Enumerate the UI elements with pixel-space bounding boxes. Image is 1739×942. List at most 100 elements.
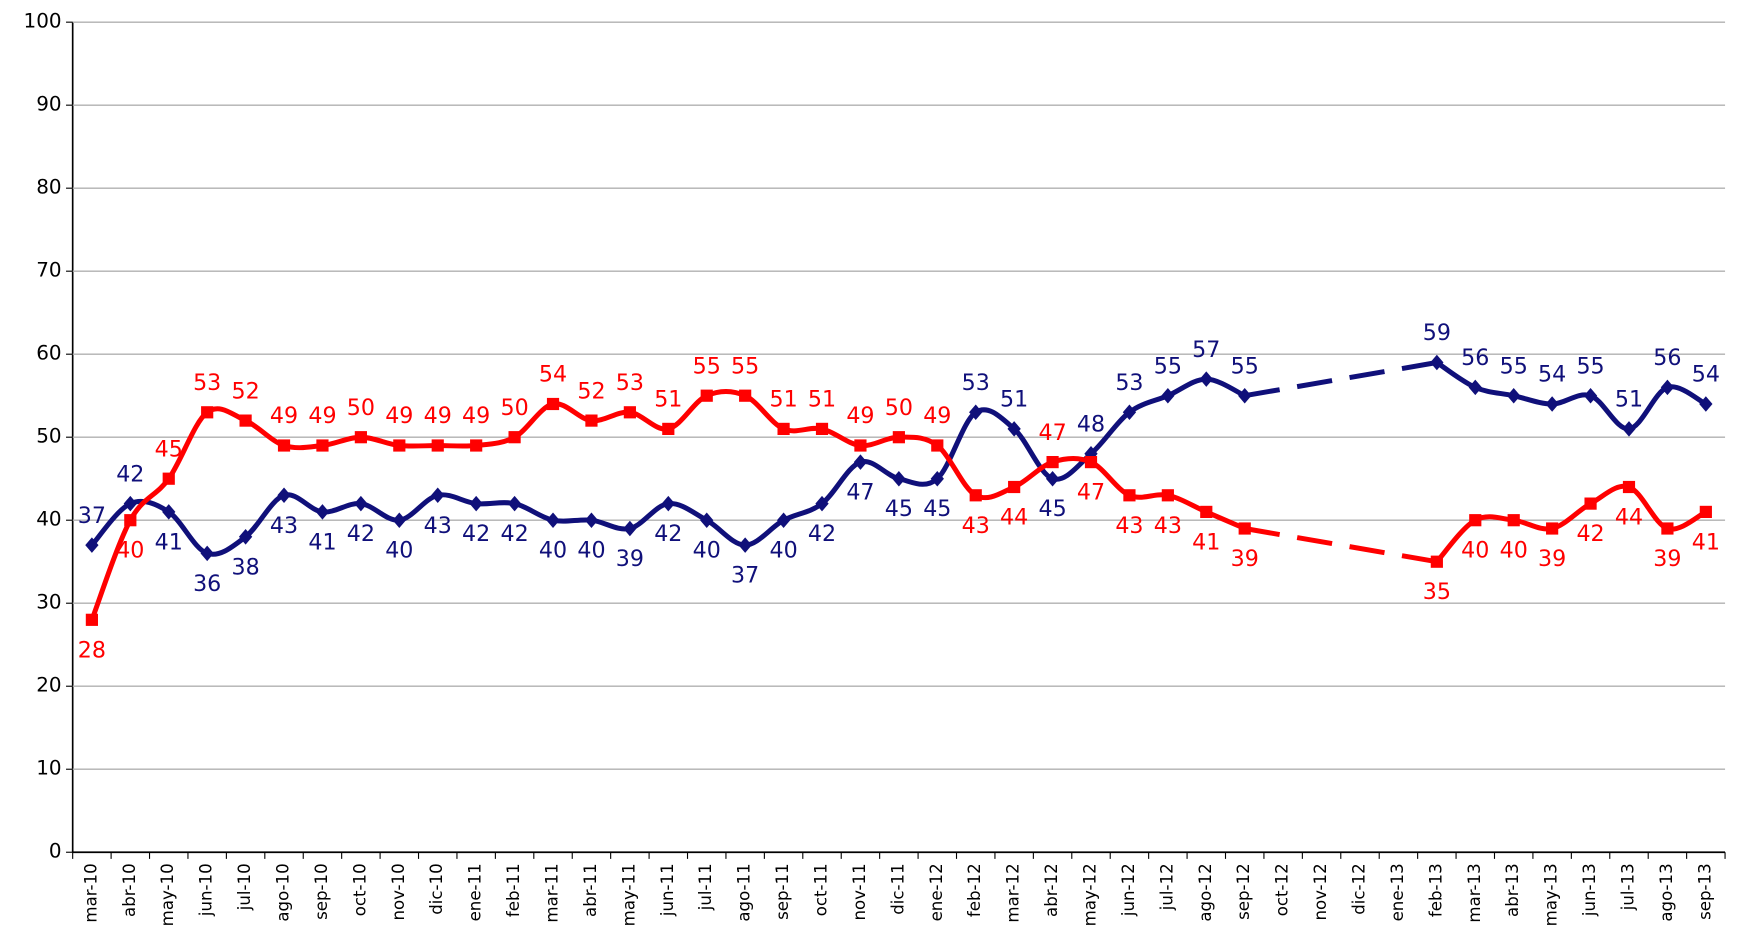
marker [201, 406, 214, 419]
data-label: 47 [846, 480, 874, 506]
data-label: 40 [769, 538, 797, 564]
marker [1469, 514, 1482, 527]
marker [930, 470, 944, 487]
marker [1008, 480, 1021, 494]
x-tick-label: dic-12 [1349, 863, 1368, 914]
marker [1583, 387, 1598, 404]
marker [546, 397, 560, 411]
data-label: 42 [347, 521, 375, 547]
x-tick-label: jun-13 [1580, 863, 1599, 917]
x-tick-label: mar-13 [1465, 863, 1484, 922]
data-label: 43 [1115, 513, 1143, 539]
data-label: 36 [193, 571, 221, 597]
data-label: 50 [347, 395, 375, 421]
x-tick-label: ago-12 [1196, 863, 1215, 921]
data-label: 43 [270, 513, 298, 539]
data-label: 45 [923, 496, 951, 522]
data-label: 47 [1038, 420, 1066, 446]
x-tick-label: jun-10 [197, 863, 216, 917]
data-label: 49 [462, 403, 490, 429]
x-tick-label: may-12 [1081, 863, 1100, 926]
marker [584, 512, 599, 528]
marker [162, 472, 175, 485]
marker [1507, 387, 1521, 404]
y-tick-label: 90 [36, 92, 61, 116]
x-tick-label: oct-11 [812, 863, 831, 916]
data-label: 39 [616, 546, 644, 572]
y-tick-label: 70 [36, 258, 61, 282]
data-label: 39 [1231, 546, 1259, 572]
marker [1123, 489, 1136, 502]
data-label: 54 [1692, 362, 1720, 388]
data-label: 50 [500, 395, 528, 421]
marker [662, 422, 675, 435]
data-label: 53 [962, 370, 990, 396]
data-label: 55 [731, 353, 759, 379]
data-label: 55 [1154, 353, 1182, 379]
data-label: 53 [1115, 370, 1143, 396]
data-label: 44 [1615, 505, 1643, 531]
x-tick-label: nov-11 [850, 863, 869, 920]
x-tick-label: sep-12 [1234, 863, 1253, 920]
data-label: 35 [1423, 579, 1451, 605]
data-label: 42 [1576, 521, 1604, 547]
x-tick-label: may-13 [1542, 863, 1561, 926]
marker [85, 537, 99, 553]
data-label: 52 [232, 378, 260, 404]
data-label: 55 [1576, 353, 1604, 379]
y-tick-label: 80 [36, 175, 61, 199]
data-label: 53 [616, 370, 644, 396]
x-tick-label: ene-12 [927, 863, 946, 921]
marker [931, 439, 944, 452]
x-tick-label: ago-10 [274, 863, 293, 921]
data-label: 48 [1077, 411, 1105, 437]
data-label: 56 [1461, 345, 1489, 371]
data-label: 52 [577, 378, 605, 404]
y-tick-label: 100 [24, 9, 62, 33]
marker [853, 454, 868, 470]
marker [1238, 522, 1251, 535]
marker [1007, 421, 1021, 437]
x-tick-label: jul-10 [235, 863, 254, 911]
data-label: 40 [539, 538, 567, 564]
data-label: 45 [1038, 496, 1066, 522]
marker [892, 470, 906, 487]
marker [1468, 379, 1482, 396]
marker [277, 439, 291, 452]
data-label: 37 [78, 503, 106, 529]
data-label: 57 [1192, 337, 1220, 363]
marker [238, 529, 253, 545]
y-tick-label: 40 [36, 507, 61, 531]
data-label: 44 [1000, 505, 1028, 531]
y-tick-label: 0 [49, 839, 62, 863]
marker [1161, 489, 1174, 502]
data-label: 55 [1500, 353, 1528, 379]
marker [1622, 480, 1636, 494]
x-tick-label: feb-12 [965, 863, 984, 917]
x-tick-label: jul-12 [1157, 863, 1176, 911]
x-tick-label: ago-13 [1657, 863, 1676, 921]
data-label: 39 [1653, 546, 1681, 572]
gap-bridge [1244, 360, 1438, 399]
data-label: 39 [1538, 546, 1566, 572]
marker [1238, 387, 1252, 404]
x-tick-label: abr-13 [1503, 863, 1522, 917]
data-label: 51 [769, 387, 797, 413]
marker [392, 512, 406, 528]
data-label: 54 [1538, 362, 1566, 388]
marker [661, 495, 675, 512]
data-label: 55 [693, 353, 721, 379]
x-tick-label: mar-10 [81, 863, 100, 922]
data-label: 47 [1077, 480, 1105, 506]
gap-bridge [1244, 526, 1438, 565]
data-label: 45 [155, 436, 183, 462]
marker [1161, 387, 1175, 404]
x-tick-label: oct-10 [350, 863, 369, 916]
data-label: 40 [116, 538, 144, 564]
data-label: 38 [232, 554, 260, 580]
data-label: 41 [155, 529, 183, 555]
marker [1199, 371, 1213, 387]
data-label: 40 [1500, 538, 1528, 564]
x-tick-label: ene-13 [1388, 863, 1407, 921]
x-tick-label: mar-11 [543, 863, 562, 922]
